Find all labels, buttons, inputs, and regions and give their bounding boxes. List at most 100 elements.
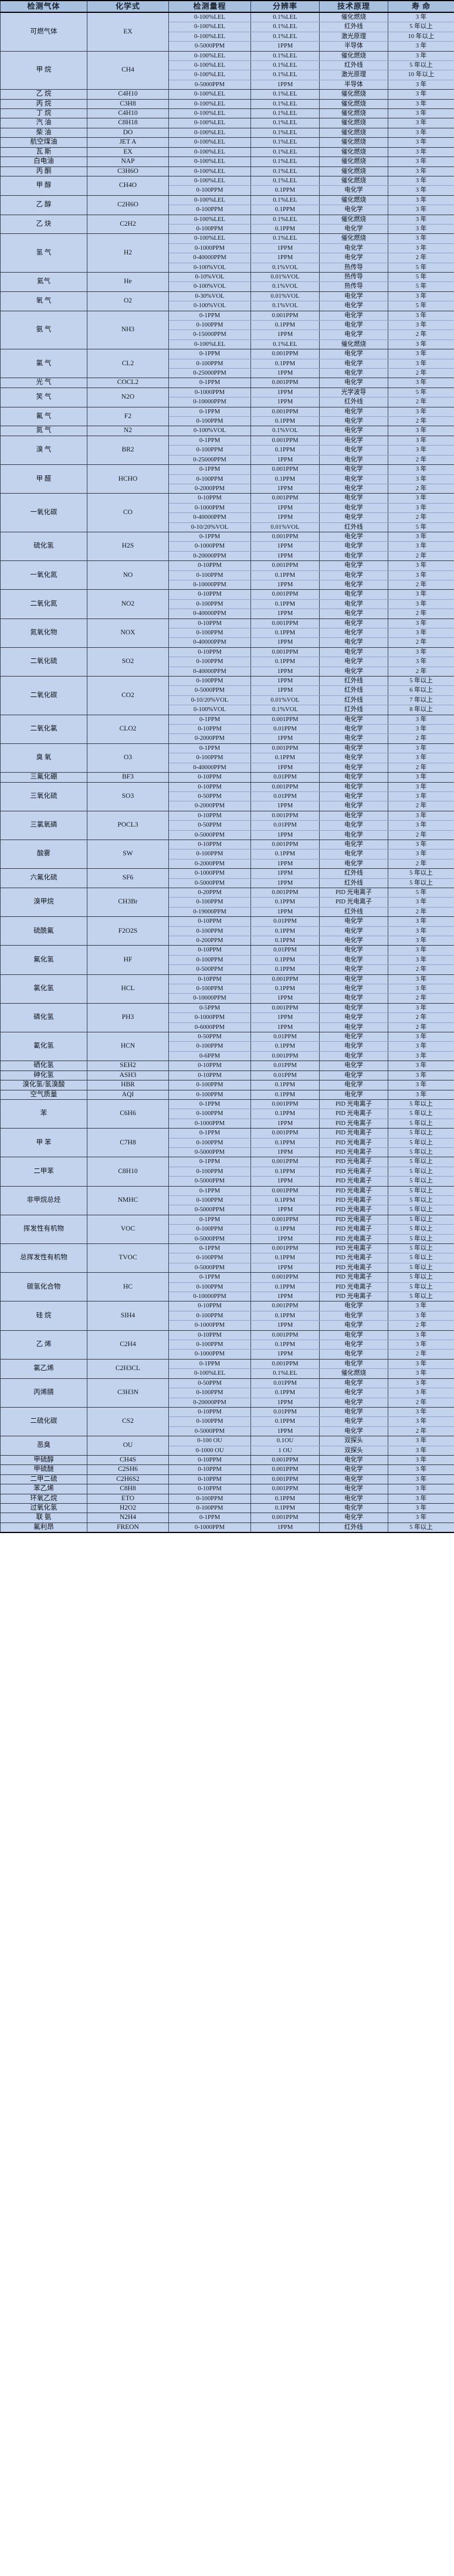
cell-range: 0-1000PPM	[168, 1320, 251, 1331]
cell-chemical-formula: NO	[87, 560, 169, 590]
cell-range: 0-10PPM	[168, 974, 251, 985]
cell-tech: 电化学	[319, 1349, 388, 1360]
cell-life: 2 年	[388, 609, 454, 619]
cell-tech: 红外线	[319, 906, 388, 917]
cell-life: 5 年以上	[388, 22, 454, 32]
cell-life: 5 年	[388, 887, 454, 898]
cell-chemical-formula: CH4S	[87, 1454, 169, 1466]
cell-tech: 电化学	[319, 185, 388, 196]
cell-range: 0-10PPM	[168, 1406, 251, 1418]
cell-tech: 催化燃烧	[319, 1368, 388, 1379]
cell-life: 2 年	[388, 993, 454, 1004]
cell-res: 1PPM	[250, 502, 320, 514]
table-row: 0-100PPM 0.1PPM PID 光电离子 3 年	[1, 897, 454, 908]
cell-life: 3 年	[388, 243, 454, 254]
cell-range: 0-5000PPM	[168, 79, 251, 90]
cell-res: 1PPM	[250, 1320, 320, 1331]
table-row: 二甲苯 C8H10 0-1PPM 0.001PPM PID 光电离子 5 年以上	[0, 1157, 454, 1187]
cell-life: 5 年以上	[388, 1233, 454, 1245]
cell-res: 0.1%LEL	[250, 108, 320, 119]
table-row: 环氧乙烷 ETO 0-100PPM 0.1PPM 电化学 3 年	[0, 1493, 454, 1504]
cell-gas-name: 甲硫醇	[0, 1454, 87, 1466]
table-row: 可燃气体 EX 0-100%LEL 0.1%LEL 催化燃烧 3 年	[0, 12, 454, 52]
cell-chemical-formula: PH3	[87, 1002, 169, 1033]
cell-res: 0.1PPM	[250, 897, 320, 908]
cell-chemical-formula: ETO	[87, 1493, 169, 1504]
cell-range: 0-100PPM	[168, 984, 251, 994]
cell-tech: PID 光电离子	[319, 1243, 388, 1254]
cell-res: 0.1PPM	[250, 1493, 320, 1504]
cell-res: 0.001PPM	[250, 435, 320, 446]
cell-tech: PID 光电离子	[319, 1118, 388, 1129]
cell-res: 0.001PPM	[250, 1464, 320, 1475]
cell-tech: 红外线	[319, 878, 388, 888]
cell-chemical-formula: BF3	[87, 772, 169, 783]
cell-tech: 电化学	[319, 647, 388, 658]
cell-life: 3 年	[388, 89, 454, 100]
cell-chemical-formula: HBR	[87, 1080, 169, 1090]
cell-life: 3 年	[388, 185, 454, 196]
cell-res: 1PPM	[250, 1205, 320, 1215]
cell-gas-name: 二甲苯	[0, 1157, 87, 1187]
table-row: 0-100PPM 0.1PPM 电化学 3 年	[1, 474, 454, 484]
cell-chemical-formula: NH3	[87, 310, 169, 350]
cell-life: 3 年	[388, 435, 454, 446]
cell-tech: 电化学	[319, 916, 388, 927]
cell-tech: 电化学	[319, 1061, 388, 1071]
cell-tech: 电化学	[319, 1089, 388, 1100]
cell-tech: 电化学	[319, 512, 388, 523]
cell-res: 1PPM	[250, 1349, 320, 1360]
cell-life: 2 年	[388, 368, 454, 379]
cell-life: 3 年	[388, 214, 454, 225]
cell-chemical-formula: C2H6S2	[87, 1474, 169, 1485]
table-row: 0-100%LEL 0.1%LEL 红外线 5 年以上	[1, 22, 454, 32]
cell-range: 0-1PPM	[168, 1358, 251, 1369]
cell-range: 0-100%LEL	[168, 98, 251, 110]
table-row: 0-100PPM 0.1PPM 电化学 3 年	[1, 599, 454, 610]
table-row: 氟 气 F2 0-1PPM 0.001PPM 电化学 3 年	[0, 406, 454, 427]
cell-tech: 电化学	[319, 820, 388, 831]
cell-res: 1PPM	[250, 906, 320, 917]
cell-life: 2 年	[388, 666, 454, 677]
cell-range: 0-100PPM	[168, 1310, 251, 1321]
cell-range: 0-100%LEL	[168, 195, 251, 206]
table-row: 0-5000PPM 1PPM 电化学 2 年	[1, 1426, 454, 1437]
cell-range: 0-5000PPM	[168, 1262, 251, 1273]
cell-tech: 电化学	[319, 1358, 388, 1369]
cell-chemical-formula: CO2	[87, 676, 169, 715]
cell-tech: 电化学	[319, 733, 388, 744]
cell-life: 3 年	[388, 12, 454, 23]
cell-res: 0.001PPM	[250, 1185, 320, 1196]
cell-range: 0-100%LEL	[168, 60, 251, 71]
table-row: 0-5000PPM 1PPM 红外线 5 年以上	[1, 878, 454, 888]
cell-res: 0.1%LEL	[250, 214, 320, 225]
table-row: 丙 烷 C3H8 0-100%LEL 0.1%LEL 催化燃烧 3 年	[0, 98, 454, 110]
cell-gas-name: 空气质量	[0, 1089, 87, 1100]
cell-life: 3 年	[388, 41, 454, 52]
cell-life: 5 年以上	[388, 868, 454, 879]
cell-res: 0.001PPM	[250, 1051, 320, 1062]
cell-gas-name: 溴化氢/氢溴酸	[0, 1080, 87, 1090]
cell-life: 3 年	[388, 820, 454, 831]
table-row: 0-5000PPM 1PPM 半导体 3 年	[1, 79, 454, 90]
cell-life: 3 年	[388, 1388, 454, 1398]
cell-tech: 电化学	[319, 205, 388, 215]
table-row: 二氧化碳 CO2 0-100PPM 1PPM 红外线 5 年以上	[0, 676, 454, 715]
cell-tech: 催化燃烧	[319, 108, 388, 119]
cell-life: 3 年	[388, 1089, 454, 1100]
cell-tech: PID 光电离子	[319, 1262, 388, 1273]
cell-chemical-formula: ASH3	[87, 1070, 169, 1081]
table-row: 空气质量 AQI 0-100PPM 0.1PPM 电化学 3 年	[0, 1089, 454, 1100]
cell-gas-name: 硫酰氟	[0, 916, 87, 946]
cell-chemical-formula: O3	[87, 743, 169, 773]
cell-res: 0.01%VOL	[250, 291, 320, 302]
cell-life: 3 年	[388, 1061, 454, 1071]
cell-gas-name: 甲 苯	[0, 1128, 87, 1158]
cell-range: 0-40000PPM	[168, 666, 251, 677]
cell-life: 3 年	[388, 954, 454, 966]
cell-gas-name: 三氯氧磷	[0, 810, 87, 840]
cell-tech: 电化学	[319, 926, 388, 937]
cell-tech: 电化学	[319, 1416, 388, 1427]
cell-res: 0.1%LEL	[250, 70, 320, 80]
table-row: 0-5000PPM 1PPM 半导体 3 年	[1, 41, 454, 52]
